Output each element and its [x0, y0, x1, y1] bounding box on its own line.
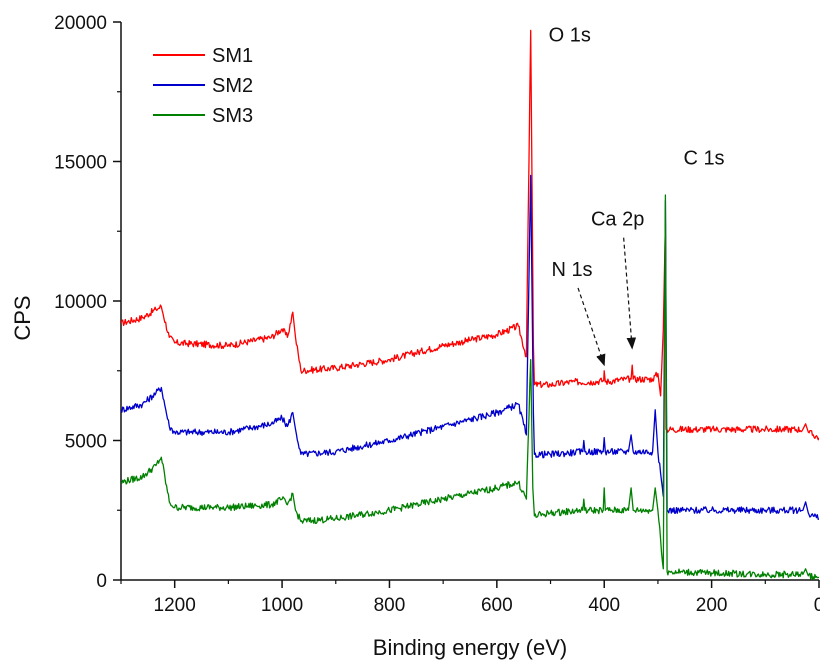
annotation-arrow	[577, 287, 606, 367]
x-tick-label: 600	[481, 595, 513, 616]
peak-annotation: Ca 2p	[591, 209, 644, 231]
peak-annotation: N 1s	[551, 259, 592, 281]
y-tick-label: 10000	[54, 292, 107, 313]
x-tick-label: 0	[814, 595, 820, 616]
x-tick-label: 400	[588, 595, 620, 616]
x-tick-label: 1000	[261, 595, 303, 616]
y-axis-title: CPS	[10, 295, 35, 340]
peak-annotation: C 1s	[683, 147, 724, 169]
y-tick-label: 0	[96, 571, 107, 592]
series-line-sm2	[121, 174, 819, 521]
legend-label: SM2	[212, 75, 253, 97]
y-tick-label: 15000	[54, 153, 107, 174]
series-line-sm1	[121, 29, 819, 441]
x-axis-title: Binding energy (eV)	[373, 635, 567, 660]
x-tick-label: 800	[374, 595, 406, 616]
y-tick-label: 20000	[54, 13, 107, 34]
x-tick-label: 1200	[154, 595, 196, 616]
x-tick-label: 200	[696, 595, 728, 616]
legend-label: SM1	[212, 45, 253, 67]
annotations: O 1s C 1s Ca 2p N 1s	[549, 25, 725, 367]
series-line-sm3	[121, 194, 819, 580]
annotation-arrow	[623, 237, 637, 350]
legend-label: SM3	[212, 105, 253, 127]
peak-annotation: O 1s	[549, 25, 591, 47]
y-tick-label: 5000	[65, 432, 107, 453]
series-layer	[121, 29, 819, 580]
legend: SM1 SM2 SM3	[153, 45, 253, 127]
ticks: 0 5000 10000 15000 20000 1200 1000 800 600 400 200…	[54, 13, 820, 616]
